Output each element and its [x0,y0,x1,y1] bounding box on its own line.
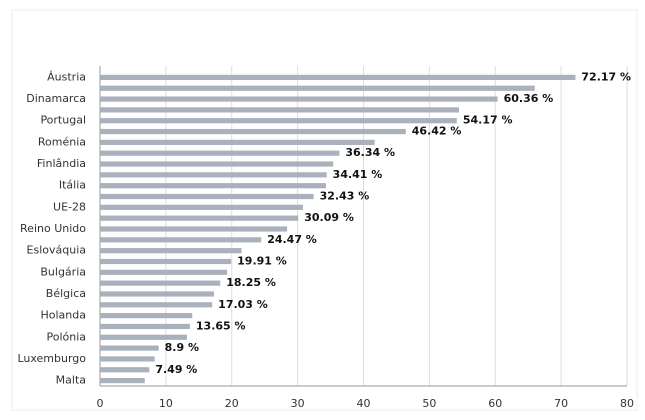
bar [100,313,193,319]
y-tick-label: Polónia [46,330,86,343]
y-tick-label: UE-28 [53,200,86,213]
bar [100,193,314,200]
bar [100,377,145,384]
bar [100,183,326,189]
x-tick-label: 10 [159,397,173,410]
bar [100,302,213,308]
value-label: 13.65 % [196,319,246,332]
bar [100,367,150,373]
value-label: 17.03 % [218,298,268,311]
value-label: 18.25 % [226,276,276,289]
value-label: 54.17 % [463,114,513,127]
bar [100,345,159,351]
bar [100,139,375,145]
bar [100,248,242,254]
bar [100,118,457,124]
x-tick-label: 0 [97,397,104,410]
value-label: 24.47 % [267,233,317,246]
bar [100,334,187,340]
bar [100,269,228,275]
value-label: 72.17 % [581,70,631,83]
value-label: 36.34 % [345,146,395,159]
x-tick-label: 20 [225,397,239,410]
bar [100,237,262,243]
y-tick-label: Bélgica [46,287,86,300]
bar [100,291,214,297]
bar [100,161,334,167]
bar [100,258,232,265]
value-label: 19.91 % [237,254,287,267]
value-label: 46.42 % [412,125,462,138]
value-label: 8.9 % [165,341,199,354]
y-tick-label: Luxemburgo [17,352,86,365]
y-tick-label: Reino Unido [20,222,86,235]
y-tick-label: Dinamarca [26,92,86,105]
bar [100,323,190,330]
bar [100,96,498,102]
y-tick-label: Roménia [38,135,86,148]
y-tick-label: Holanda [41,309,87,322]
x-tick-label: 80 [620,397,634,410]
frame [11,9,638,411]
y-tick-label: Malta [56,374,86,387]
bar [100,128,406,135]
x-tick-label: 40 [357,397,371,410]
bar [100,226,288,232]
value-label: 32.43 % [320,190,370,203]
value-label: 34.41 % [333,168,383,181]
x-tick-label: 50 [422,397,436,410]
value-label: 60.36 % [504,92,554,105]
bar [100,85,535,91]
y-tick-label: Bulgária [40,265,86,278]
bar [100,172,327,178]
x-tick-label: 70 [554,397,568,410]
value-label: 7.49 % [155,363,197,376]
bar [100,150,340,156]
bar [100,107,460,113]
y-tick-label: Eslováquia [27,244,86,257]
bar [100,74,576,81]
bar [100,356,155,362]
bar [100,215,299,221]
x-tick-label: 60 [488,397,502,410]
y-tick-label: Áustria [47,70,86,83]
y-tick-label: Portugal [40,114,86,127]
bar [100,204,303,210]
y-tick-label: Itália [59,179,86,192]
value-label: 30.09 % [304,211,354,224]
y-tick-label: Finlândia [37,157,86,170]
bar [100,280,221,286]
x-tick-label: 30 [291,397,305,410]
